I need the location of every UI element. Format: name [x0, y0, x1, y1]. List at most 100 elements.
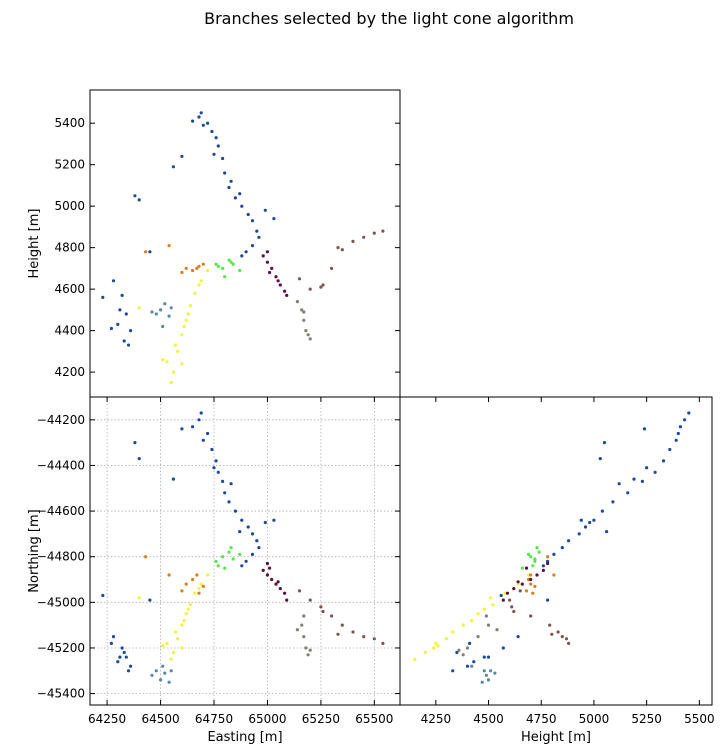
y-tick-label: 4200 — [54, 365, 85, 379]
x-tick-label: 64250 — [88, 712, 126, 726]
x-tick-label: 4250 — [421, 712, 452, 726]
data-point-olive — [302, 635, 306, 639]
data-point-mauve — [340, 623, 344, 627]
data-point-mauve — [336, 246, 340, 250]
data-point-orange — [184, 582, 188, 586]
data-point-yellow — [165, 641, 169, 646]
figure-title: Branches selected by the light cone algo… — [204, 9, 574, 28]
data-point-steel — [167, 680, 171, 684]
data-point-orange — [144, 250, 148, 254]
data-point-blue — [642, 427, 647, 431]
data-point-blue — [486, 655, 491, 659]
data-point-mauve — [308, 287, 312, 291]
data-point-orange — [180, 589, 184, 593]
y-tick-label: −45400 — [37, 687, 85, 701]
data-point-yellow — [199, 582, 203, 586]
data-point-mauve — [321, 609, 325, 614]
data-point-blue — [592, 518, 596, 522]
data-point-blue — [263, 208, 267, 212]
data-point-yellow — [137, 596, 141, 600]
data-point-orange — [180, 270, 184, 275]
y-tick-label: 4600 — [54, 282, 85, 296]
data-point-blue — [632, 477, 636, 481]
data-point-maroon — [268, 270, 272, 275]
data-point-blue — [212, 152, 216, 156]
x-tick-label: 65500 — [355, 712, 393, 726]
data-point-blue — [197, 115, 201, 119]
data-point-blue — [263, 520, 267, 525]
data-point-blue — [120, 646, 124, 650]
data-point-maroon — [278, 283, 282, 287]
data-point-yellow — [516, 582, 520, 586]
data-point-mauve — [508, 598, 512, 602]
data-point-olive — [476, 635, 480, 639]
data-point-blue — [111, 279, 116, 283]
data-point-blue — [240, 204, 244, 208]
data-point-blue — [617, 482, 621, 486]
data-point-blue — [640, 479, 645, 483]
data-point-green — [227, 550, 231, 554]
data-point-yellow — [180, 623, 184, 627]
data-point-orange — [529, 582, 533, 586]
axes-frame — [89, 396, 401, 706]
data-point-mauve — [372, 231, 376, 235]
data-point-green — [231, 557, 235, 561]
data-point-orange — [201, 262, 205, 266]
data-point-steel — [154, 312, 158, 316]
data-point-mauve — [362, 235, 366, 239]
data-point-steel — [161, 664, 165, 668]
x-tick-label: 65250 — [302, 712, 340, 726]
data-point-yellow — [137, 306, 141, 310]
data-point-yellow — [451, 630, 455, 634]
data-point-blue — [120, 293, 124, 297]
data-point-steel — [493, 671, 497, 675]
data-point-olive — [461, 653, 465, 657]
data-point-maroon — [274, 582, 278, 586]
data-point-blue — [501, 646, 505, 650]
height-vs-easting-panel: 4200 4400 4600 4800 5000 5200 5400 Height [m] — [27, 89, 401, 398]
y-tick-label: 4800 — [54, 241, 85, 255]
data-point-maroon — [276, 279, 280, 283]
data-point-yellow — [171, 370, 175, 374]
data-point-blue — [240, 254, 244, 258]
data-point-mauve — [529, 614, 533, 618]
data-point-blue — [229, 482, 233, 486]
data-point-yellow — [470, 619, 474, 623]
data-point-blue — [465, 664, 470, 668]
data-point-yellow — [182, 619, 186, 623]
y-tick-label: 5200 — [54, 158, 85, 172]
data-point-maroon — [276, 580, 280, 584]
data-point-steel — [169, 669, 173, 673]
data-point-blue — [126, 343, 131, 347]
data-point-green — [214, 559, 218, 563]
data-point-blue — [212, 466, 216, 470]
data-point-blue — [180, 427, 184, 431]
data-point-steel — [163, 671, 167, 675]
data-point-blue — [244, 559, 248, 563]
data-point-orange — [546, 555, 550, 559]
data-point-yellow — [197, 283, 201, 287]
data-point-blue — [626, 491, 630, 495]
data-point-green — [529, 555, 533, 559]
data-point-steel — [486, 678, 491, 682]
data-point-yellow — [206, 268, 210, 273]
data-point-maroon — [270, 266, 274, 270]
data-point-blue — [250, 552, 255, 557]
data-point-orange — [195, 266, 199, 270]
data-point-blue — [227, 185, 231, 190]
data-point-steel — [150, 673, 154, 677]
data-point-blue — [214, 136, 218, 140]
data-point-yellow — [423, 650, 427, 655]
data-point-yellow — [176, 349, 180, 353]
data-point-blue — [191, 425, 195, 429]
data-point-blue — [171, 477, 175, 481]
data-point-green — [216, 564, 220, 568]
data-point-orange — [201, 584, 205, 589]
data-point-green — [216, 264, 220, 268]
data-point-orange — [533, 584, 537, 589]
data-point-mauve — [351, 239, 355, 243]
data-point-blue — [191, 119, 195, 123]
data-point-maroon — [529, 577, 533, 582]
data-point-maroon — [501, 598, 505, 602]
data-point-maroon — [274, 275, 278, 279]
